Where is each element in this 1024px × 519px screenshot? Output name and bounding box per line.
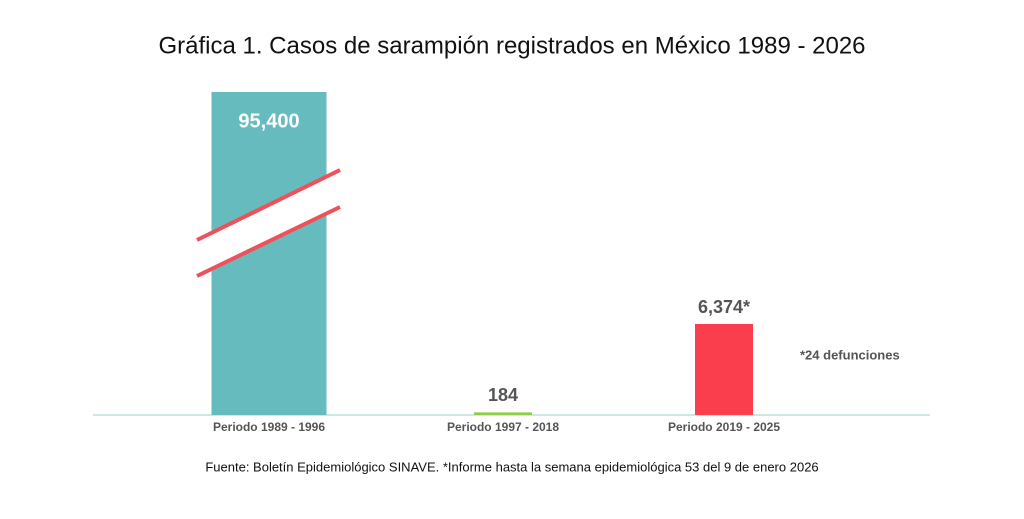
axis-break-line <box>196 205 341 278</box>
x-tick-label: Periodo 1997 - 2018 <box>447 420 559 434</box>
value-label: 6,374* <box>698 297 750 317</box>
annotation: *24 defunciones <box>800 347 900 362</box>
value-label: 95,400 <box>238 110 299 132</box>
axis-break-line <box>196 168 341 242</box>
chart-title: Gráfica 1. Casos de sarampión registrado… <box>158 32 865 59</box>
x-tick-label: Periodo 2019 - 2025 <box>668 420 780 434</box>
bar <box>474 412 532 415</box>
x-tick-label: Periodo 1989 - 1996 <box>213 420 325 434</box>
source-note: Fuente: Boletín Epidemiológico SINAVE. *… <box>205 459 818 474</box>
value-label: 184 <box>488 385 518 405</box>
bar <box>695 324 753 415</box>
axis-break <box>197 170 340 276</box>
